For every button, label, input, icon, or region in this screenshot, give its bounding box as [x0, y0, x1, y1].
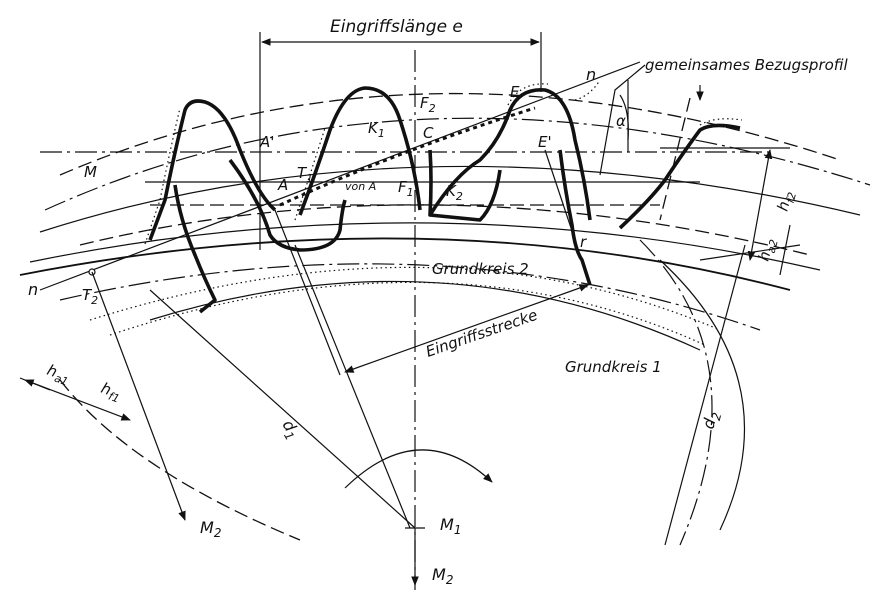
reference-lines	[40, 151, 770, 206]
hf1-label: hf1	[98, 379, 124, 406]
gear1-teeth	[148, 86, 741, 241]
d1-label: d1	[276, 417, 304, 443]
radial-lines	[91, 244, 425, 586]
d2-dimension-line	[664, 244, 746, 546]
alpha-label: α	[616, 112, 626, 130]
ha2-label: ha2	[754, 236, 780, 264]
tooth-hatching	[144, 79, 743, 245]
grundkreis2-label: Grundkreis 2	[432, 260, 529, 278]
M2-left-label: M2	[200, 518, 221, 540]
eingriffslaenge-dimension	[259, 32, 542, 250]
von-A-label: von A	[345, 180, 376, 193]
K2-label: K2	[446, 182, 463, 203]
C-label: C	[423, 124, 434, 142]
bezugsprofil-leader	[599, 64, 704, 221]
T1-label: T1	[297, 164, 313, 185]
M1-label: M1	[440, 515, 461, 537]
M2-bottom-label: M2	[432, 565, 453, 587]
F2-label: F2	[420, 94, 436, 115]
K1-label: K1	[368, 119, 385, 140]
eingriffslaenge-label: Eingriffslänge e	[330, 17, 463, 37]
T2-label: T2	[82, 286, 98, 307]
E-prime-label: E'	[538, 133, 552, 151]
hf2-label: hf2	[773, 189, 799, 214]
alpha-angle	[619, 80, 629, 152]
A-prime-label: A'	[259, 133, 274, 151]
F1-label: F1	[398, 178, 414, 199]
r-label: r	[580, 233, 587, 251]
n-left-label: n	[28, 280, 38, 299]
gear2-teeth	[173, 149, 592, 314]
bezugsprofil-label: gemeinsames Bezugsprofil	[645, 56, 848, 74]
grundkreis1-label: Grundkreis 1	[565, 358, 662, 376]
gear2-arcs	[59, 239, 746, 546]
E-label: E	[510, 83, 520, 101]
ha1-hf1-dims	[19, 377, 131, 421]
hf2-ha2-dims	[660, 147, 801, 276]
d2-label: d2	[699, 409, 725, 432]
line-of-action	[39, 61, 641, 291]
eingriffsstrecke-label: Eingriffsstrecke	[423, 306, 539, 361]
ha1-label: ha1	[44, 361, 73, 389]
M-label: M	[84, 163, 97, 181]
reference-circles	[19, 92, 871, 351]
n-top-label: n	[586, 65, 596, 84]
contact-path	[279, 106, 536, 207]
A-label: A	[277, 176, 288, 194]
rotation-arrow	[344, 449, 493, 489]
